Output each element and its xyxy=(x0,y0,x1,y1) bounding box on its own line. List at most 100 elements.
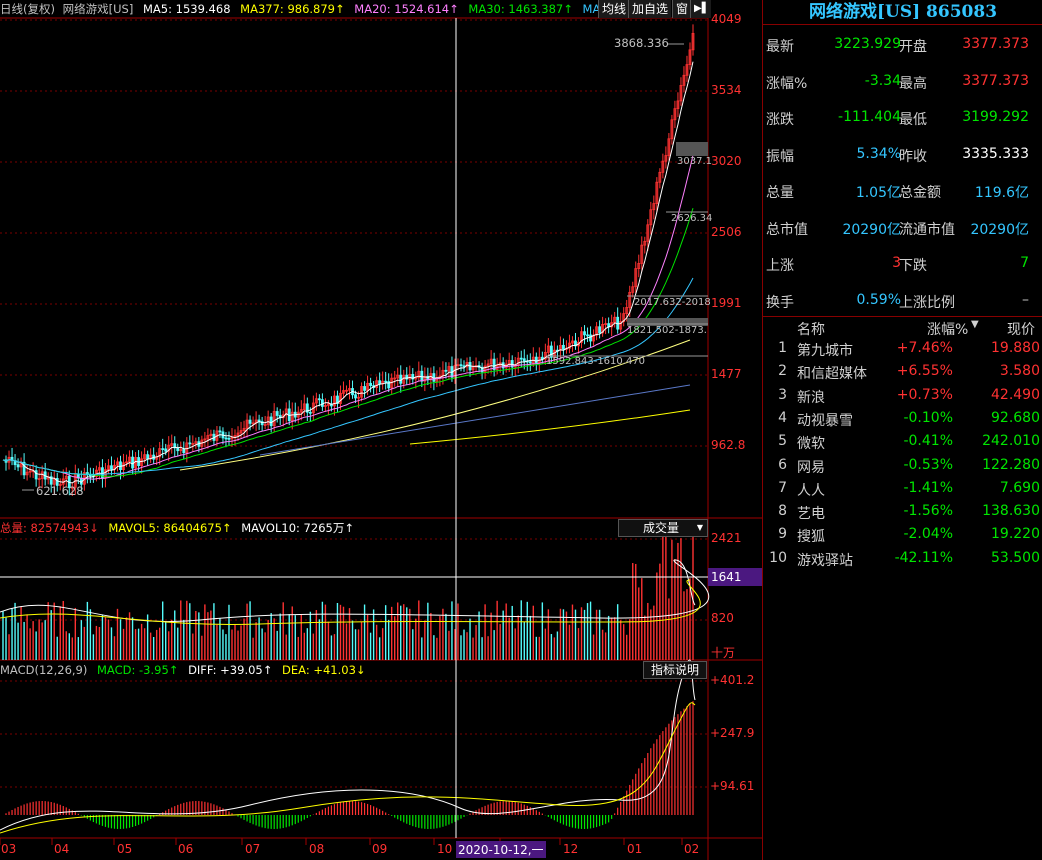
candle-body xyxy=(314,398,318,404)
candle-body xyxy=(625,307,629,315)
add-watchlist-button[interactable]: 加自选 xyxy=(628,0,672,18)
chevron-down-icon: ▼ xyxy=(696,523,703,532)
indicator-selector[interactable]: 成交量 ▼ xyxy=(618,519,708,537)
rank-name: 搜狐 xyxy=(797,529,825,546)
macd-header: MACD(12,26,9) MACD: -3.95↑ DIFF: +39.05↑… xyxy=(0,661,372,679)
candle-body xyxy=(290,411,294,422)
candle-body xyxy=(528,361,532,364)
candle-body xyxy=(640,244,644,264)
sort-down-icon[interactable]: ▼ xyxy=(971,319,979,330)
candle-body xyxy=(399,374,403,384)
ma20-line xyxy=(2,155,694,480)
rank-row[interactable]: 9 搜狐 -2.04% 19.220 xyxy=(763,524,1042,547)
candle-body xyxy=(571,340,574,344)
window-button[interactable]: 窗 xyxy=(672,0,692,18)
candle-body xyxy=(360,386,363,398)
rank-col-name[interactable]: 名称 xyxy=(797,322,825,338)
candle-body xyxy=(357,396,360,399)
rank-row[interactable]: 8 艺电 -1.56% 138.630 xyxy=(763,501,1042,524)
candle-body xyxy=(549,345,553,358)
mavol5: MAVOL5: 86404675↑ xyxy=(108,521,232,535)
candle-body xyxy=(185,442,189,454)
candle-body xyxy=(667,138,671,156)
candle-body xyxy=(170,443,174,446)
candle-body xyxy=(540,356,544,360)
quote-label: 总市值 xyxy=(766,221,808,238)
rank-row[interactable]: 5 微软 -0.41% 242.010 xyxy=(763,431,1042,454)
rank-pct: +7.46% xyxy=(896,340,953,356)
quote-value: 119.6亿 xyxy=(974,185,1029,201)
rank-number: 5 xyxy=(778,433,787,450)
indicator-help-button[interactable]: 指标说明 xyxy=(643,661,707,679)
candle-body xyxy=(320,399,324,407)
candle-body xyxy=(146,454,150,460)
rank-header[interactable]: 名称 涨幅% ▼ 现价 xyxy=(763,316,1042,339)
candle-body xyxy=(143,454,147,460)
candle-body xyxy=(224,437,228,440)
diff-line xyxy=(0,659,696,831)
rank-row[interactable]: 3 新浪 +0.73% 42.490 xyxy=(763,385,1042,408)
candle-body xyxy=(188,442,192,445)
candle-body xyxy=(637,263,641,269)
candle-body xyxy=(598,326,601,334)
candle-body xyxy=(305,403,309,413)
candle-body xyxy=(417,370,421,378)
candle-body xyxy=(25,471,29,476)
candle-body xyxy=(167,444,171,452)
rank-row[interactable]: 1 第九城市 +7.46% 19.880 xyxy=(763,338,1042,361)
ma-long-line xyxy=(259,384,691,456)
ma30-value: MA30: 1463.387↑ xyxy=(468,2,573,16)
ma377-value: MA377: 986.879↑ xyxy=(240,2,345,16)
chart-graphics[interactable] xyxy=(0,0,762,860)
candle-body xyxy=(619,321,623,330)
ma-toggle-button[interactable]: 均线 xyxy=(598,0,630,18)
ma20-value: MA20: 1524.614↑ xyxy=(354,2,459,16)
volume-cursor-tag: 1641 xyxy=(708,568,762,586)
quote-label: 上涨比例 xyxy=(899,294,955,311)
candle-body xyxy=(396,374,400,379)
candle-body xyxy=(411,373,415,380)
candle-body xyxy=(209,433,213,436)
candle-body xyxy=(302,403,306,411)
quote-value: 3199.292 xyxy=(962,109,1029,125)
macd-tick: +247.9 xyxy=(710,726,755,740)
ma30-line xyxy=(2,208,694,477)
candle-body xyxy=(652,203,656,211)
candle-body xyxy=(601,324,605,334)
candle-body xyxy=(546,345,550,353)
candle-body xyxy=(471,366,475,371)
skip-next-icon[interactable]: ▶▌ xyxy=(690,0,711,18)
rank-row[interactable]: 6 网易 -0.53% 122.280 xyxy=(763,455,1042,478)
high-price-label: 3868.336 xyxy=(614,36,669,50)
macd-params: MACD(12,26,9) xyxy=(0,663,88,677)
rank-pct: +6.55% xyxy=(896,363,953,380)
price-tick: 4049 xyxy=(711,12,742,26)
rank-col-price[interactable]: 现价 xyxy=(1007,322,1035,338)
rank-number: 4 xyxy=(778,409,787,426)
kline-chart-area[interactable]: 日线(复权) 网络游戏[US] MA5: 1539.468 MA377: 986… xyxy=(0,0,762,860)
rank-row[interactable]: 2 和信超媒体 +6.55% 3.580 xyxy=(763,361,1042,384)
candle-body xyxy=(308,411,312,414)
rank-row[interactable]: 4 动视暴雪 -0.10% 92.680 xyxy=(763,408,1042,431)
candle-body xyxy=(489,358,493,365)
rank-pct: -0.41% xyxy=(903,433,953,450)
volume-tick: 820 xyxy=(711,611,734,625)
candle-body xyxy=(227,437,231,440)
volume-header: 总量: 82574943↓ MAVOL5: 86404675↑ MAVOL10:… xyxy=(0,519,360,537)
rank-name: 和信超媒体 xyxy=(797,366,867,383)
rank-price: 138.630 xyxy=(982,503,1040,520)
price-tick: 1477 xyxy=(711,367,742,381)
ma5-line xyxy=(2,61,694,484)
rank-price: 19.220 xyxy=(991,526,1040,543)
quote-value: 7 xyxy=(1020,255,1029,271)
rank-row[interactable]: 7 人人 -1.41% 7.690 xyxy=(763,478,1042,501)
gap-label: 1821.502-1873. xyxy=(627,325,707,336)
rank-row[interactable]: 10 游戏驿站 -42.11% 53.500 xyxy=(763,548,1042,571)
quote-label: 下跌 xyxy=(899,258,927,274)
quote-label: 开盘 xyxy=(899,39,927,55)
rank-col-pct[interactable]: 涨幅% xyxy=(927,322,969,338)
candle-body xyxy=(685,64,689,76)
macd-tick: +94.61 xyxy=(710,779,755,793)
candle-body xyxy=(363,386,366,391)
rank-number: 10 xyxy=(769,549,787,566)
